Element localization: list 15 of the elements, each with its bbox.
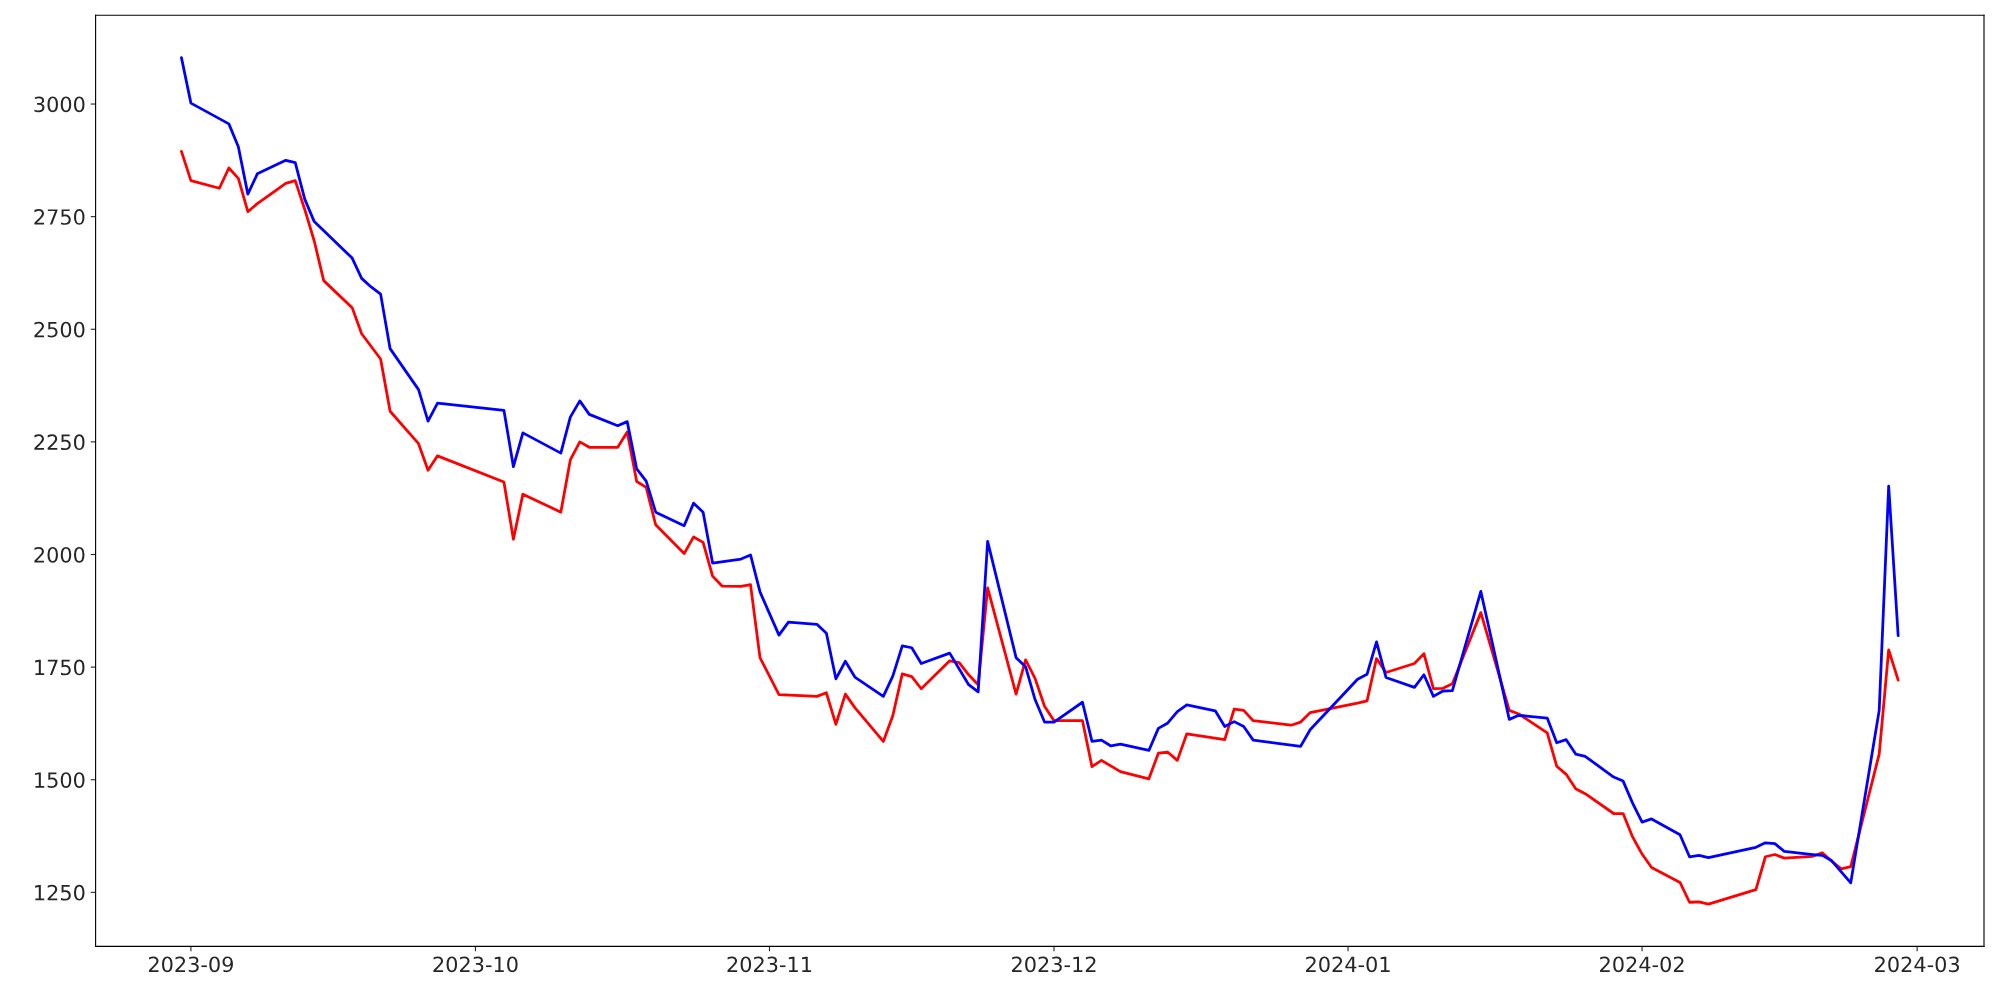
y-tick-label: 2250 bbox=[34, 434, 85, 451]
x-tick-label: 2023-10 bbox=[433, 956, 518, 973]
x-tick-label: 2024-03 bbox=[1875, 956, 1959, 973]
y-tick-label: 1750 bbox=[35, 659, 85, 676]
y-tick-label: 2750 bbox=[34, 209, 85, 225]
x-tick-label: 2023-09 bbox=[148, 956, 233, 973]
y-tick-label: 2500 bbox=[34, 321, 85, 338]
y-tick-label: 3000 bbox=[34, 96, 85, 113]
x-tick-label: 2023-11 bbox=[727, 956, 812, 973]
y-tick-label: 1500 bbox=[35, 772, 85, 788]
x-tick-label: 2024-02 bbox=[1600, 956, 1684, 973]
x-tick-label: 2023-12 bbox=[1012, 956, 1096, 973]
x-tick-label: 2024-01 bbox=[1306, 956, 1390, 973]
y-tick-label: 2000 bbox=[34, 546, 85, 563]
y-tick-label: 1250 bbox=[35, 884, 85, 901]
